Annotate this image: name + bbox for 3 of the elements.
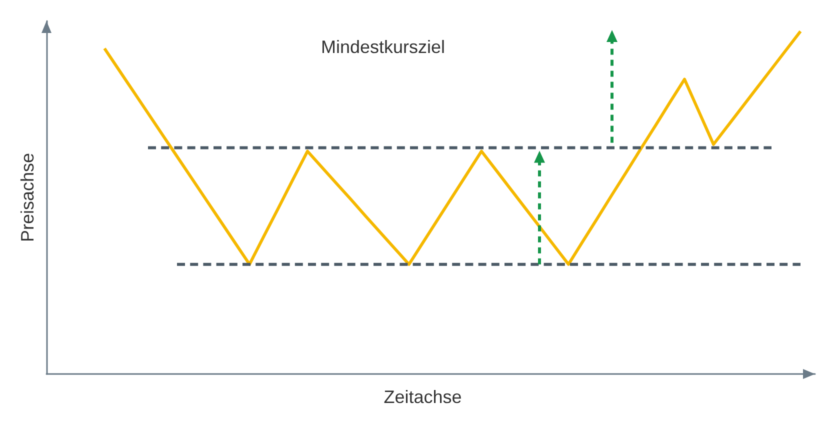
x-axis-title: Zeitachse [384,387,462,407]
y-axis-title: Preisachse [18,152,38,242]
annotation: Mindestkursziel [321,37,446,57]
